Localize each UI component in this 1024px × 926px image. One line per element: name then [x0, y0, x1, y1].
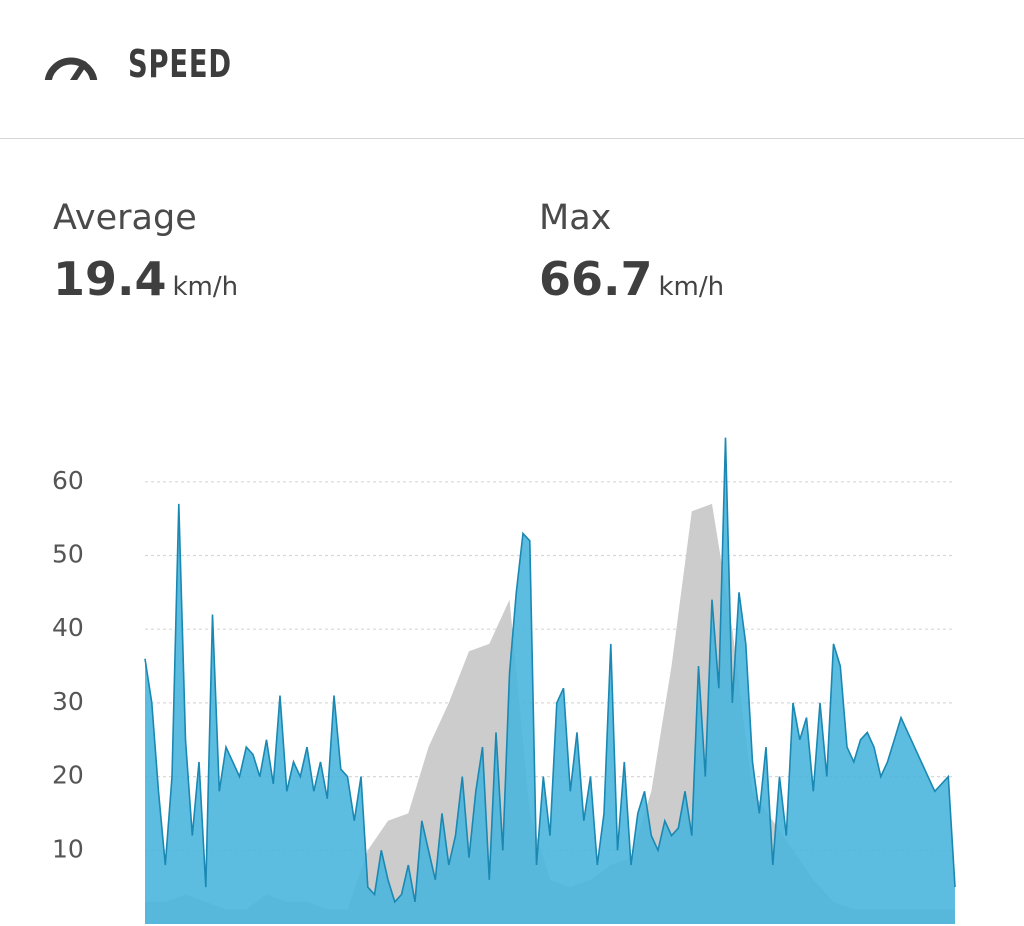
- y-tick-label: 50: [52, 540, 84, 569]
- y-tick-label: 40: [52, 613, 84, 642]
- stat-value: 66.7: [539, 252, 653, 306]
- header-title: SPEED: [128, 42, 232, 86]
- chart: 10 20 30 40 50 60: [52, 437, 956, 924]
- y-tick-label: 60: [52, 466, 84, 495]
- y-tick-label: 20: [52, 761, 84, 790]
- y-tick-label: 30: [52, 687, 84, 716]
- stat-label: Average: [53, 198, 197, 238]
- stat-unit: km/h: [172, 272, 239, 302]
- stat-unit: km/h: [658, 272, 725, 302]
- stat-label: Max: [539, 198, 612, 238]
- speed-icon: [44, 57, 98, 86]
- header: SPEED: [0, 0, 1024, 139]
- line: [144, 437, 956, 904]
- stat-value: 19.4: [53, 252, 167, 306]
- stat-max: Max 66.7 km/h: [539, 198, 724, 306]
- area: [145, 437, 955, 924]
- stat-average: Average 19.4 km/h: [53, 198, 238, 306]
- y-tick-label: 10: [52, 834, 84, 863]
